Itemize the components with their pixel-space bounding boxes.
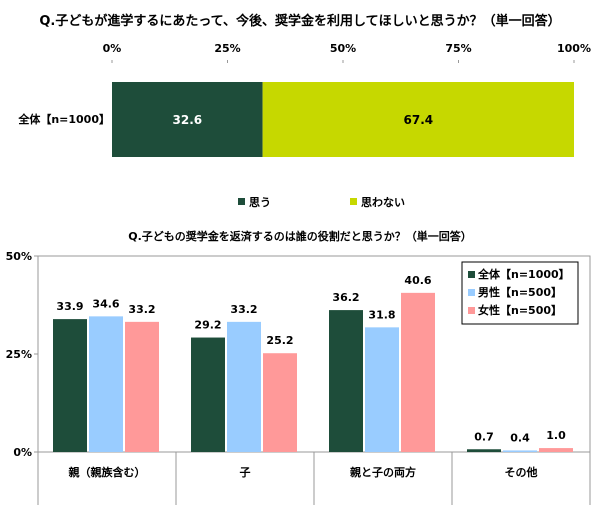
data-label: 36.2	[332, 291, 359, 304]
bar	[263, 353, 297, 452]
bar	[53, 319, 87, 452]
data-label: 40.6	[404, 274, 431, 287]
chart2-title: Q.子どもの奨学金を返済するのは誰の役割だと思うか？（単一回答）	[128, 230, 472, 243]
category-label: 親と子の両方	[350, 465, 416, 479]
data-label: 25.2	[266, 334, 293, 347]
bar	[89, 316, 123, 452]
x-tick-label: 50%	[330, 42, 356, 55]
legend-label: 男性【n=500】	[478, 285, 562, 299]
bar	[329, 310, 363, 452]
y-tick-label: 50%	[6, 250, 32, 263]
chart1-category-label: 全体【n=1000】	[18, 113, 110, 126]
y-tick-label: 0%	[13, 446, 32, 459]
legend-label: 女性【n=500】	[478, 303, 562, 317]
data-label: 33.2	[128, 303, 155, 316]
legend-label: 思わない	[361, 196, 405, 209]
bar-yes	[112, 82, 263, 157]
category-label: 親（親族含む）	[69, 465, 146, 479]
data-label: 33.9	[56, 300, 83, 313]
bar	[191, 337, 225, 452]
bar-no	[262, 82, 574, 157]
bar	[227, 321, 261, 452]
x-tick-label: 100%	[557, 42, 591, 55]
data-label: 34.6	[92, 297, 119, 310]
bar	[365, 327, 399, 452]
bar	[503, 450, 537, 452]
legend-swatch	[350, 198, 357, 205]
data-label: 32.6	[173, 113, 203, 127]
chart1-title: Q.子どもが進学するにあたって、今後、奨学金を利用してほしいと思うか？（単一回答…	[39, 14, 561, 29]
legend-swatch	[468, 307, 475, 314]
category-label: その他	[505, 465, 538, 479]
x-tick-label: 25%	[214, 42, 240, 55]
bar	[401, 292, 435, 452]
data-label: 33.2	[230, 303, 257, 316]
bar	[467, 449, 501, 452]
legend-label: 思う	[249, 196, 271, 209]
category-label: 子	[240, 466, 251, 479]
bar	[125, 321, 159, 452]
data-label: 0.4	[510, 431, 530, 444]
legend-swatch	[468, 271, 475, 278]
data-label: 29.2	[194, 319, 221, 332]
data-label: 1.0	[546, 429, 566, 442]
legend-label: 全体【n=1000】	[477, 267, 570, 281]
bar	[539, 448, 573, 452]
data-label: 31.8	[368, 308, 395, 321]
data-label: 0.7	[474, 430, 494, 443]
legend-swatch	[468, 289, 475, 296]
x-tick-label: 0%	[103, 42, 122, 55]
data-label: 67.4	[404, 113, 434, 127]
legend-swatch	[238, 198, 245, 205]
y-tick-label: 25%	[6, 348, 32, 361]
x-tick-label: 75%	[445, 42, 471, 55]
legend-box	[461, 261, 579, 325]
